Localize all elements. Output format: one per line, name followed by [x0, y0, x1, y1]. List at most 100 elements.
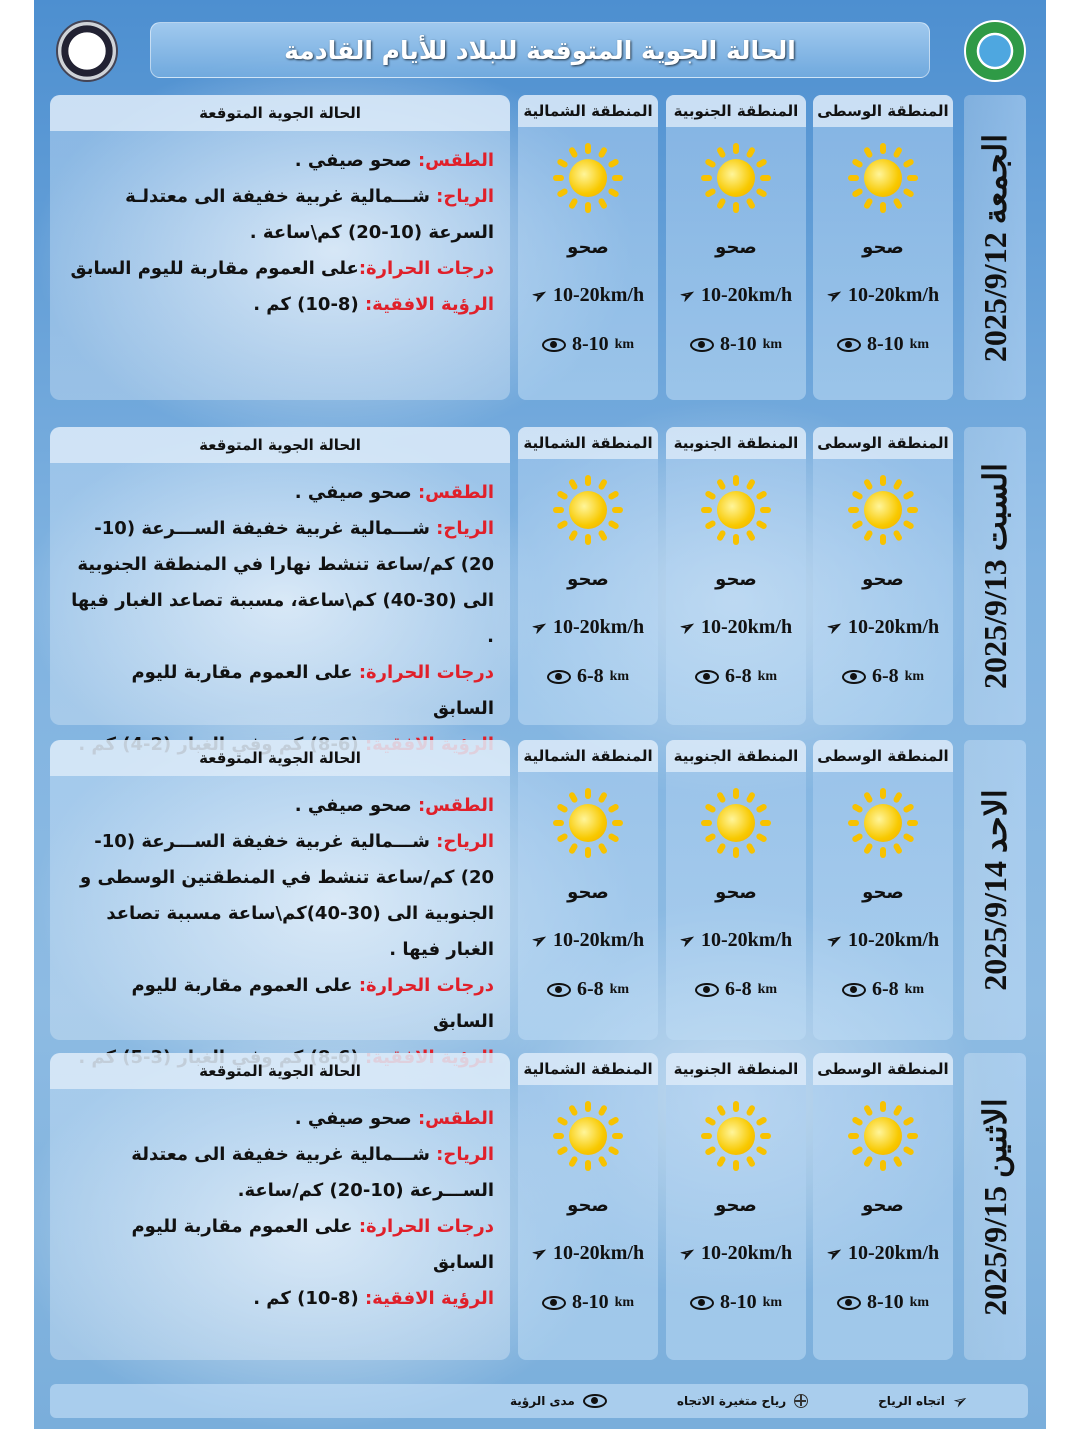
wind-speed: ➢ 10-20km/h	[666, 1240, 806, 1266]
region-card: المنطقة الجنوبية صحو ➢ 10-20km/h 8-10 km	[666, 95, 806, 400]
wind-speed: ➢ 10-20km/h	[518, 1240, 658, 1266]
wind-speed: ➢ 10-20km/h	[813, 928, 953, 953]
visibility-value: 8-10	[719, 333, 757, 355]
sun-icon	[699, 141, 773, 215]
wind-value: 10-20km/h	[700, 929, 793, 951]
legend-label: اتجاه الرياح	[878, 1394, 945, 1408]
visibility: 6-8 km	[666, 665, 806, 688]
condition: صحو	[715, 1195, 757, 1216]
forecast-line: الطقس: صحو صيفي .	[66, 475, 494, 511]
visibility: 6-8 km	[813, 978, 953, 1001]
eye-icon	[582, 1394, 607, 1408]
visibility-unit: km	[757, 981, 778, 997]
line-text: صحو صيفي .	[294, 1108, 418, 1129]
wind-arrow-icon: ➢	[675, 927, 699, 953]
wind-arrow-icon: ➢	[822, 282, 846, 308]
region-name: المنطقة الجنوبية	[666, 1053, 806, 1085]
forecast-line: الرياح: شـــمالية غربية خفيفة الســـرعة …	[66, 511, 494, 655]
wind-value: 10-20km/h	[847, 616, 940, 638]
day-date: الاحد 2025/9/14	[964, 740, 1026, 1040]
region-name: المنطقة الجنوبية	[666, 427, 806, 459]
page-title: الحالة الجوية المتوقعة للبلاد للأيام الق…	[150, 22, 930, 78]
ministry-logo	[964, 20, 1026, 82]
wind-value: 10-20km/h	[700, 616, 793, 638]
day-date: الجمعة 2025/9/12	[964, 95, 1026, 400]
legend-visibility: مدى الرؤية	[510, 1394, 607, 1408]
wind-value: 10-20km/h	[847, 284, 940, 306]
region-name: المنطقة الوسطى	[813, 95, 953, 127]
panel-title: الحالة الجوية المتوقعة	[50, 740, 510, 776]
visibility-unit: km	[757, 668, 778, 684]
condition: صحو	[862, 882, 904, 903]
condition: صحو	[567, 1195, 609, 1216]
forecast-line: الطقس: صحو صيفي .	[66, 788, 494, 824]
eye-icon	[689, 1295, 714, 1310]
visibility-value: 8-10	[719, 1291, 757, 1313]
sun-icon	[846, 1099, 920, 1173]
visibility-unit: km	[609, 981, 630, 997]
condition: صحو	[715, 569, 757, 590]
forecast-panel: الحالة الجوية المتوقعة الطقس: صحو صيفي .ا…	[50, 1053, 510, 1360]
meteorology-logo	[56, 20, 118, 82]
wind-speed: ➢ 10-20km/h	[666, 927, 806, 953]
visibility: 6-8 km	[518, 665, 658, 688]
eye-icon	[541, 337, 566, 352]
forecast-line: الرياح: شـــمالية غربية خفيفة الى معتدلة…	[66, 1137, 494, 1209]
day-row: الاحد 2025/9/14 المنطقة الوسطى صحو ➢ 10-2…	[34, 740, 1046, 1068]
wind-value: 10-20km/h	[700, 284, 793, 306]
line-text: صحو صيفي .	[294, 795, 418, 816]
line-label: الرياح:	[436, 186, 494, 207]
wind-arrow-icon: ➢	[527, 927, 551, 953]
eye-icon	[841, 669, 866, 684]
legend-label: مدى الرؤية	[509, 1394, 575, 1408]
line-label: الرؤية الافقية:	[364, 1288, 494, 1309]
region-name: المنطقة الجنوبية	[666, 95, 806, 127]
visibility-unit: km	[609, 668, 630, 684]
condition: صحو	[715, 882, 757, 903]
visibility-value: 8-10	[866, 333, 904, 355]
sun-icon	[699, 473, 773, 547]
visibility-unit: km	[904, 981, 925, 997]
day-date: الاثنين 2025/9/15	[964, 1053, 1026, 1360]
day-date: السبت 2025/9/13	[964, 427, 1026, 725]
line-text: شـــمالية غربية خفيفة الى معتدلة الســـر…	[131, 1144, 494, 1201]
condition: صحو	[567, 882, 609, 903]
line-text: شـــمالية غربية خفيفة الســـرعة (10-20) …	[71, 518, 494, 647]
visibility: 6-8 km	[813, 665, 953, 688]
visibility-value: 6-8	[576, 665, 604, 687]
sun-icon	[699, 1099, 773, 1173]
visibility: 6-8 km	[518, 978, 658, 1001]
condition: صحو	[862, 1195, 904, 1216]
line-label: الطقس:	[417, 150, 494, 171]
forecast-panel: الحالة الجوية المتوقعة الطقس: صحو صيفي . ا…	[50, 740, 510, 1068]
wind-arrow-icon: ➢	[527, 1240, 551, 1266]
line-text: شـــمالية غربية خفيفة الســـرعة (10-20) …	[80, 831, 494, 960]
legend-wind-direction: ➢ اتجاه الرياح	[878, 1388, 972, 1414]
legend: ➢ اتجاه الرياح رياح متغيرة الاتجاه مدى ال…	[50, 1384, 1028, 1418]
visibility-unit: km	[909, 336, 930, 352]
forecast-line: الرؤية الافقية: (8-10) كم .	[66, 1281, 494, 1317]
region-card: المنطقة الوسطى صحو ➢ 10-20km/h 6-8 km	[813, 740, 953, 1040]
line-label: الطقس:	[417, 1108, 494, 1129]
eye-icon	[689, 337, 714, 352]
line-text: على العموم مقاربة لليوم السابق	[131, 662, 494, 719]
condition: صحو	[567, 569, 609, 590]
region-name: المنطقة الوسطى	[813, 427, 953, 459]
region-card: المنطقة الوسطى صحو ➢ 10-20km/h 8-10 km	[813, 95, 953, 400]
region-card: المنطقة الجنوبية صحو ➢ 10-20km/h 6-8 km	[666, 740, 806, 1040]
crosshair-icon	[794, 1394, 809, 1408]
sun-icon	[551, 1099, 625, 1173]
sun-icon	[846, 473, 920, 547]
visibility: 6-8 km	[666, 978, 806, 1001]
line-label: الرياح:	[436, 831, 494, 852]
visibility-unit: km	[762, 1294, 783, 1310]
panel-title: الحالة الجوية المتوقعة	[50, 95, 510, 131]
region-card: المنطقة الجنوبية صحو ➢ 10-20km/h 8-10 km	[666, 1053, 806, 1360]
line-label: درجات الحرارة:	[358, 662, 494, 683]
wind-value: 10-20km/h	[847, 1242, 940, 1264]
visibility-unit: km	[909, 1294, 930, 1310]
wind-arrow-icon: ➢	[675, 1240, 699, 1266]
line-label: درجات الحرارة:	[358, 258, 494, 279]
forecast-panel: الحالة الجوية المتوقعة الطقس: صحو صيفي .ا…	[50, 95, 510, 400]
wind-value: 10-20km/h	[847, 929, 940, 951]
